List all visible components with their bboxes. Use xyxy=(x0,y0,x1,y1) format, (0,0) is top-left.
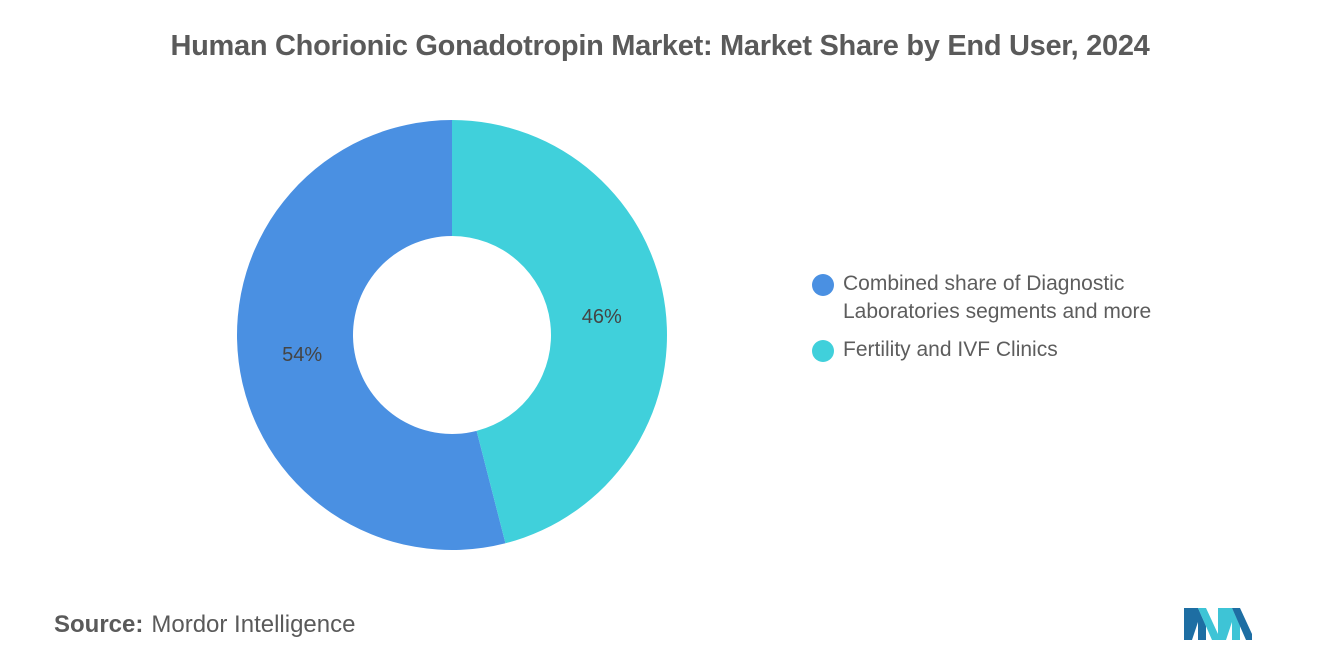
legend-label-fertility-ivf: Fertility and IVF Clinics xyxy=(843,338,1058,361)
donut-slice-label-1: 46% xyxy=(582,306,622,328)
source-note: Source: Mordor Intelligence xyxy=(54,611,355,639)
mordor-intelligence-logo-icon xyxy=(1184,608,1252,640)
legend-label-diagnostic-labs: Combined share of Diagnostic Laboratorie… xyxy=(843,272,1152,323)
chart-title: Human Chorionic Gonadotropin Market: Mar… xyxy=(170,30,1150,62)
legend-swatch-diagnostic-labs xyxy=(812,274,834,296)
donut-slice-label-0: 54% xyxy=(282,344,322,366)
legend-swatch-fertility-ivf xyxy=(812,340,834,362)
donut-slice-0 xyxy=(236,120,506,550)
source-label: Source: xyxy=(54,611,144,638)
legend-item-diagnostic-labs: Combined share of Diagnostic Laboratorie… xyxy=(812,270,1232,326)
chart-legend: Combined share of Diagnostic Laboratorie… xyxy=(812,270,1232,374)
donut-slice-1 xyxy=(452,120,667,544)
source-text: Mordor Intelligence xyxy=(151,611,356,638)
legend-item-fertility-ivf: Fertility and IVF Clinics xyxy=(812,336,1232,364)
